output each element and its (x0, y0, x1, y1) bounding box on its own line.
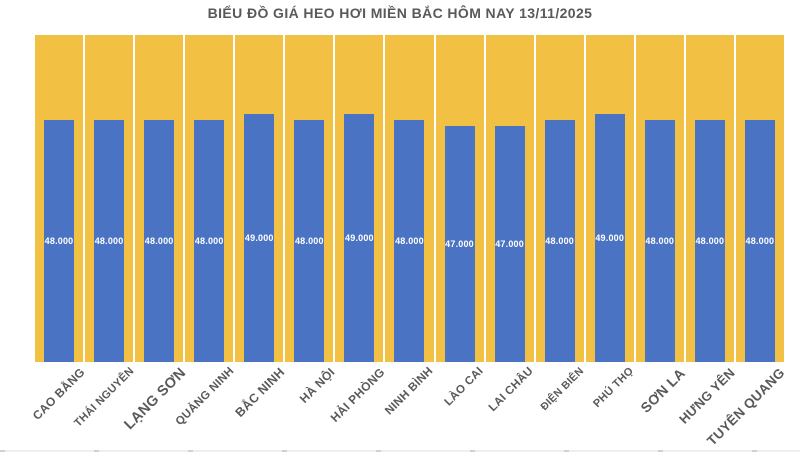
price-bar: 49.000 (244, 114, 275, 362)
bar-column: 48.000 (635, 35, 684, 362)
plot-area: 48.000 48.000 48.000 48.000 49.000 48.000 49.0… (35, 35, 784, 362)
price-bar: 48.000 (194, 120, 225, 362)
bar-column: 47.000 (435, 35, 484, 362)
value-label: 48.000 (545, 236, 575, 246)
price-bar: 48.000 (744, 120, 775, 362)
bar-column: 49.000 (335, 35, 384, 362)
value-label: 48.000 (94, 236, 124, 246)
bar-column: 48.000 (85, 35, 134, 362)
price-bar: 49.000 (344, 114, 375, 362)
bar-column: 48.000 (285, 35, 334, 362)
bar-column: 48.000 (185, 35, 234, 362)
x-axis-labels: CAO BẰNG THÁI NGUYÊN LẠNG SƠN QUẢNG NINH BẮC… (30, 365, 788, 449)
price-bar: 48.000 (144, 120, 175, 362)
price-bar: 48.000 (394, 120, 425, 362)
value-label: 49.000 (244, 233, 274, 243)
bar-column: 48.000 (35, 35, 84, 362)
chart-title: BIỂU ĐỒ GIÁ HEO HƠI MIỀN BẮC HÔM NAY 13/… (207, 5, 593, 21)
bar-column: 48.000 (685, 35, 734, 362)
price-bar: 49.000 (594, 114, 625, 362)
value-label: 48.000 (645, 236, 675, 246)
value-label: 48.000 (144, 236, 174, 246)
value-label: 49.000 (345, 233, 374, 243)
bar-column: 48.000 (535, 35, 584, 362)
price-bar: 47.000 (494, 126, 525, 362)
price-bar: 48.000 (644, 120, 675, 362)
price-bar: 48.000 (44, 120, 75, 362)
price-bar: 48.000 (294, 120, 325, 362)
value-label: 48.000 (294, 236, 324, 246)
value-label: 48.000 (44, 236, 74, 246)
price-bar: 48.000 (694, 120, 725, 362)
value-label: 48.000 (395, 236, 424, 246)
price-bar: 48.000 (94, 120, 125, 362)
bar-column: 48.000 (385, 35, 434, 362)
bar-column: 49.000 (235, 35, 284, 362)
value-label: 49.000 (595, 233, 625, 243)
bar-column: 49.000 (585, 35, 634, 362)
value-label: 47.000 (495, 239, 524, 249)
price-bar: 47.000 (444, 126, 475, 362)
value-label: 47.000 (445, 239, 474, 249)
price-bar: 48.000 (544, 120, 575, 362)
bar-column: 48.000 (735, 35, 784, 362)
value-label: 48.000 (745, 236, 775, 246)
bottom-gridline (0, 450, 800, 452)
bar-column: 47.000 (485, 35, 534, 362)
value-label: 48.000 (194, 236, 224, 246)
bar-column: 48.000 (135, 35, 184, 362)
value-label: 48.000 (695, 236, 725, 246)
